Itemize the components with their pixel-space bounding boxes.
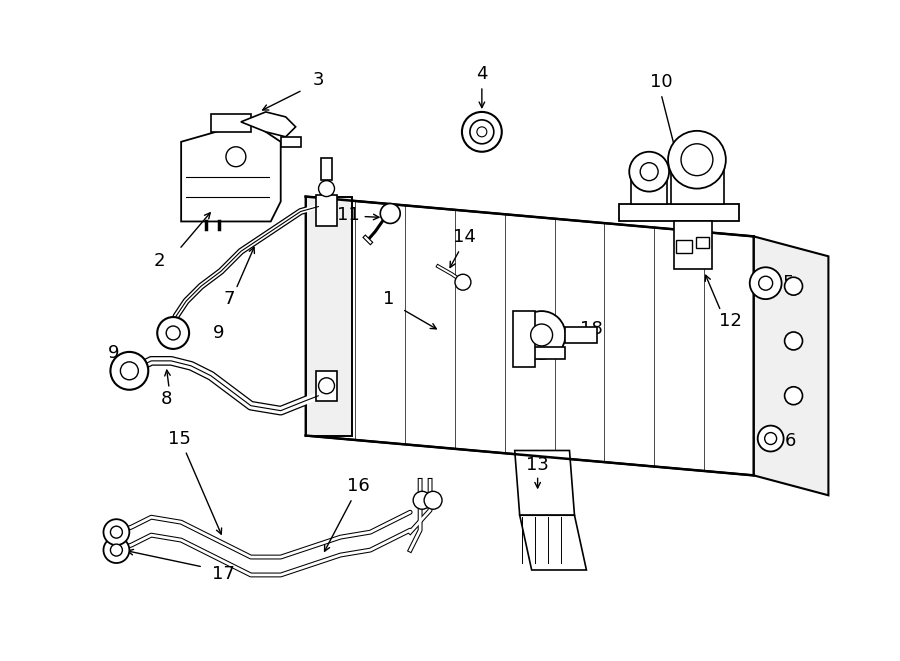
Bar	[320, 158, 332, 180]
Polygon shape	[753, 237, 828, 495]
Polygon shape	[306, 196, 753, 475]
Circle shape	[477, 127, 487, 137]
Text: 17: 17	[212, 565, 234, 583]
Polygon shape	[519, 515, 587, 570]
Text: 5: 5	[783, 274, 795, 292]
Circle shape	[121, 362, 139, 380]
Circle shape	[668, 131, 725, 188]
Bar	[696, 237, 709, 249]
Text: 9: 9	[108, 344, 119, 362]
Text: 16: 16	[347, 477, 370, 495]
Text: 7: 7	[223, 290, 235, 308]
Circle shape	[226, 147, 246, 167]
Bar	[676, 241, 692, 253]
Circle shape	[413, 491, 431, 509]
Circle shape	[158, 317, 189, 349]
Circle shape	[785, 387, 803, 405]
Circle shape	[470, 120, 494, 144]
Text: 18: 18	[580, 320, 603, 338]
Circle shape	[759, 276, 772, 290]
Polygon shape	[281, 137, 301, 147]
Polygon shape	[619, 204, 739, 221]
Circle shape	[166, 326, 180, 340]
Circle shape	[765, 432, 777, 444]
Polygon shape	[181, 122, 281, 221]
Text: 15: 15	[167, 430, 191, 447]
Circle shape	[629, 152, 669, 192]
Circle shape	[111, 544, 122, 556]
Circle shape	[455, 274, 471, 290]
Text: 14: 14	[454, 229, 476, 247]
Text: 11: 11	[338, 206, 360, 225]
Circle shape	[531, 324, 553, 346]
Bar	[316, 194, 338, 227]
Text: 9: 9	[213, 324, 225, 342]
Bar	[674, 221, 712, 269]
Polygon shape	[513, 311, 535, 367]
Circle shape	[518, 311, 565, 359]
Circle shape	[462, 112, 502, 152]
Circle shape	[424, 491, 442, 509]
Text: 13: 13	[526, 457, 549, 475]
Bar	[211, 114, 251, 132]
Circle shape	[319, 180, 335, 196]
Polygon shape	[241, 112, 296, 137]
Circle shape	[111, 526, 122, 538]
Text: 6: 6	[785, 432, 796, 449]
Circle shape	[319, 378, 335, 394]
Polygon shape	[631, 172, 667, 204]
Text: 4: 4	[476, 65, 488, 83]
Circle shape	[640, 163, 658, 180]
Text: 2: 2	[154, 253, 165, 270]
Polygon shape	[515, 451, 574, 515]
Circle shape	[381, 204, 400, 223]
Circle shape	[758, 426, 784, 451]
Bar	[316, 371, 338, 401]
Text: 8: 8	[160, 390, 172, 408]
Text: 3: 3	[313, 71, 324, 89]
Circle shape	[104, 519, 130, 545]
Polygon shape	[524, 347, 564, 359]
Circle shape	[111, 352, 148, 390]
Text: 10: 10	[650, 73, 672, 91]
Circle shape	[785, 277, 803, 295]
Circle shape	[785, 332, 803, 350]
Polygon shape	[564, 327, 598, 343]
Text: 12: 12	[719, 312, 742, 330]
Circle shape	[104, 537, 130, 563]
Circle shape	[681, 144, 713, 176]
Polygon shape	[671, 160, 724, 204]
Circle shape	[750, 267, 781, 299]
Text: 1: 1	[382, 290, 394, 308]
Polygon shape	[306, 196, 353, 436]
